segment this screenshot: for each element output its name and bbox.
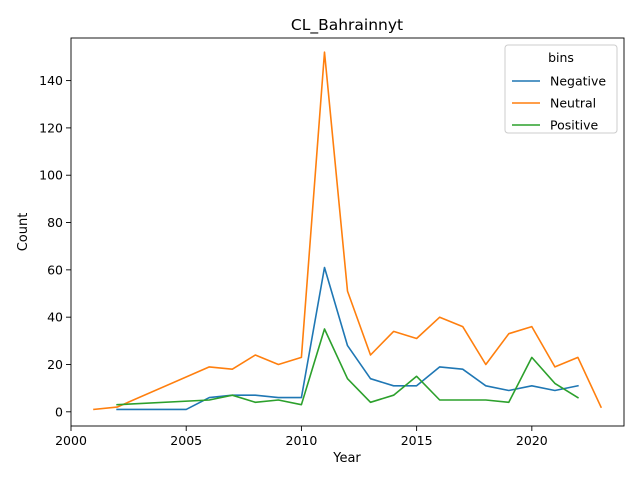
- series-line-neutral: [93, 51, 603, 411]
- y-tick-label: 60: [47, 262, 63, 277]
- legend: bins Negative Neutral Positive: [504, 44, 618, 134]
- y-tick-label: 80: [47, 215, 63, 230]
- x-tick-label: 2005: [170, 433, 202, 448]
- y-tick-label: 0: [55, 404, 63, 419]
- y-tick-label: 20: [47, 357, 63, 372]
- y-axis-label: Count: [16, 213, 31, 252]
- legend-title: bins: [548, 50, 574, 65]
- x-axis: 2000 2005 2010 2015 2020: [55, 426, 548, 448]
- y-tick-label: 140: [39, 73, 63, 88]
- series-layer: [93, 51, 603, 411]
- x-tick-label: 2015: [401, 433, 433, 448]
- legend-label-positive: Positive: [550, 118, 598, 133]
- chart-title: CL_Bahrainnyt: [291, 16, 403, 35]
- x-tick-label: 2020: [516, 433, 548, 448]
- x-tick-label: 2000: [55, 433, 87, 448]
- x-tick-label: 2010: [286, 433, 318, 448]
- y-axis: 0 20 40 60 80 100 120 140: [39, 73, 71, 419]
- y-tick-label: 120: [39, 120, 63, 135]
- legend-label-negative: Negative: [550, 74, 606, 89]
- legend-label-neutral: Neutral: [550, 96, 596, 111]
- y-tick-label: 100: [39, 168, 63, 183]
- x-axis-label: Year: [332, 451, 361, 466]
- legend-items: Negative Neutral Positive: [512, 74, 606, 133]
- y-tick-label: 40: [47, 310, 63, 325]
- series-line-positive: [116, 328, 580, 406]
- legend-box: [504, 44, 618, 134]
- plot-area-frame: [70, 37, 625, 427]
